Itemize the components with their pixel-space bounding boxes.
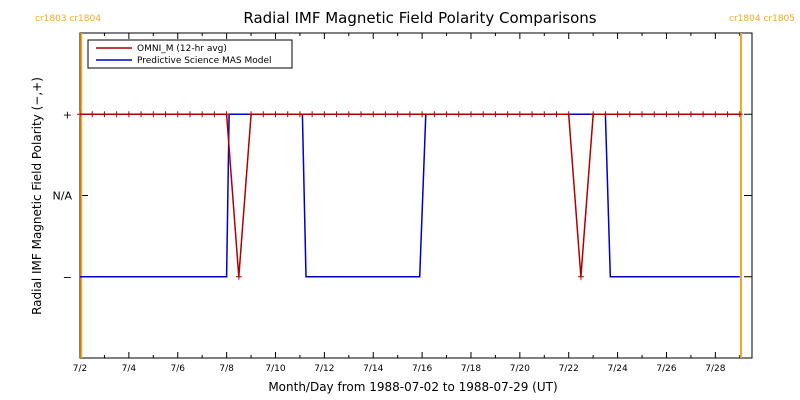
x-tick-label: 7/18 — [461, 364, 481, 374]
legend-box — [87, 39, 293, 69]
carrington-marker-label: cr1804 cr1805 — [729, 14, 795, 24]
legend-label-mas: Predictive Science MAS Model — [137, 56, 272, 66]
data-point — [333, 111, 340, 118]
x-tick-label: 7/22 — [559, 364, 579, 374]
data-point — [455, 111, 462, 118]
data-point — [174, 111, 181, 118]
data-point — [113, 111, 120, 118]
data-point — [125, 111, 132, 118]
data-point — [480, 111, 487, 118]
data-point — [345, 111, 352, 118]
data-point — [77, 111, 83, 118]
legend: OMNI_M (12-hr avg) Predictive Science MA… — [87, 39, 293, 69]
series-line-mas — [80, 113, 740, 278]
y-axis-label: Radial IMF Magnetic Field Polarity (−,+) — [30, 77, 44, 315]
series-line-omni — [80, 113, 740, 277]
data-point — [150, 111, 157, 118]
x-tick-label: 7/4 — [122, 364, 137, 374]
data-point — [138, 111, 145, 118]
data-point — [235, 273, 242, 280]
data-point — [296, 111, 303, 118]
data-point — [406, 111, 413, 118]
x-tick-label: 7/24 — [607, 364, 627, 374]
data-point — [321, 111, 328, 118]
x-tick-label: 7/16 — [412, 364, 432, 374]
data-point — [577, 273, 584, 280]
series-layer — [77, 111, 743, 280]
data-point — [199, 111, 206, 118]
data-point — [504, 111, 511, 118]
chart-title: Radial IMF Magnetic Field Polarity Compa… — [243, 9, 596, 27]
x-tick-label: 7/10 — [265, 364, 285, 374]
data-point — [529, 111, 536, 118]
y-tick-label: N/A — [53, 190, 73, 203]
data-point — [626, 111, 633, 118]
data-point — [565, 111, 572, 118]
data-point — [590, 111, 597, 118]
data-point — [284, 111, 291, 118]
data-point — [516, 111, 523, 118]
x-tick-label: 7/8 — [219, 364, 234, 374]
data-point — [419, 111, 426, 118]
y-tick-label: − — [63, 271, 72, 284]
data-point — [651, 111, 658, 118]
data-point — [687, 111, 694, 118]
y-axis: + N/A − — [53, 108, 752, 284]
x-tick-label: 7/12 — [314, 364, 334, 374]
data-point — [211, 111, 218, 118]
x-tick-label: 7/26 — [656, 364, 676, 374]
data-point — [467, 111, 474, 118]
plot-frame — [79, 32, 753, 359]
data-point — [724, 111, 731, 118]
x-axis-label: Month/Day from 1988-07-02 to 1988-07-29 … — [268, 380, 557, 394]
data-point — [712, 111, 719, 118]
data-point — [309, 111, 316, 118]
data-point — [370, 111, 377, 118]
x-tick-label: 7/6 — [171, 364, 186, 374]
data-point — [186, 111, 193, 118]
data-point — [700, 111, 707, 118]
data-point — [358, 111, 365, 118]
data-point — [223, 111, 230, 118]
x-tick-label: 7/28 — [705, 364, 725, 374]
data-point — [431, 111, 438, 118]
x-axis: 7/2 7/4 7/6 7/8 7/10 7/12 7/14 7/16 7/18 7/20 7/22… — [73, 33, 741, 374]
data-point — [663, 111, 670, 118]
data-point — [492, 111, 499, 118]
data-point — [541, 111, 548, 118]
data-point — [382, 111, 389, 118]
x-tick-label: 7/20 — [510, 364, 530, 374]
data-point — [602, 111, 609, 118]
data-point — [639, 111, 646, 118]
data-point — [675, 111, 682, 118]
y-tick-label: + — [63, 108, 72, 121]
data-point — [394, 111, 401, 118]
data-point — [553, 111, 560, 118]
data-point — [162, 111, 169, 118]
data-point — [248, 111, 255, 118]
x-tick-label: 7/2 — [73, 364, 87, 374]
data-point — [614, 111, 621, 118]
data-point — [101, 111, 108, 118]
data-point — [272, 111, 279, 118]
carrington-marker-label: cr1803 cr1804 — [35, 14, 101, 24]
x-tick-label: 7/14 — [363, 364, 383, 374]
data-point — [443, 111, 450, 118]
data-point — [736, 111, 743, 118]
legend-label-omni: OMNI_M (12-hr avg) — [137, 44, 227, 54]
data-point — [260, 111, 267, 118]
data-point — [89, 111, 96, 118]
carrington-markers: cr1803 cr1804 cr1804 cr1805 — [35, 14, 795, 358]
